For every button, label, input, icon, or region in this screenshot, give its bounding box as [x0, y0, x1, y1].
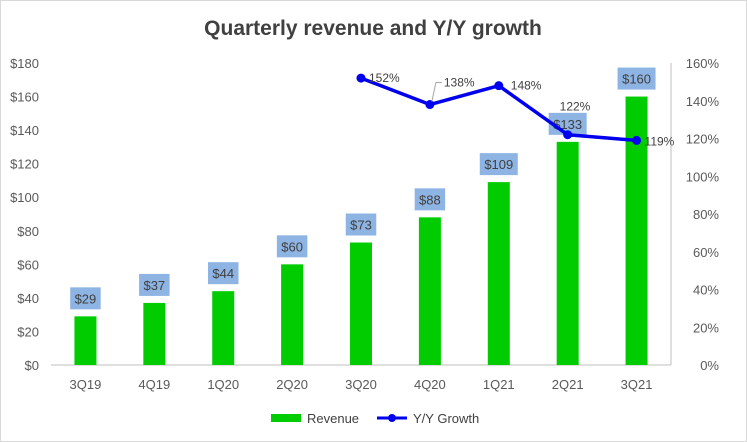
- y-left-tick-label: $80: [17, 224, 39, 239]
- y-left-tick-label: $120: [10, 157, 39, 172]
- revenue-data-label: $73: [350, 218, 372, 233]
- y-left-tick-label: $20: [17, 324, 39, 339]
- x-tick-label: 3Q20: [345, 377, 377, 392]
- growth-point: [563, 130, 573, 140]
- growth-point: [632, 135, 642, 145]
- y-left-tick-label: $40: [17, 291, 39, 306]
- x-tick-label: 1Q21: [483, 377, 515, 392]
- revenue-bar: [350, 242, 372, 365]
- y-right-tick-label: 40%: [693, 283, 719, 298]
- y-right-tick-label: 120%: [686, 132, 720, 147]
- legend-growth-marker: [388, 414, 396, 422]
- revenue-label-box: [617, 67, 656, 90]
- revenue-label-box: [345, 213, 377, 236]
- y-left-tick-label: $0: [25, 358, 39, 373]
- revenue-bar: [143, 302, 166, 365]
- revenue-data-label: $60: [281, 239, 303, 254]
- revenue-bars: $29$37$44$60$73$88$109$133$160: [70, 67, 656, 366]
- y-left-tick-label: $60: [17, 257, 39, 272]
- growth-data-label: 122%: [560, 100, 591, 114]
- x-tick-label: 4Q20: [414, 377, 446, 392]
- revenue-bar: [74, 316, 97, 365]
- revenue-label-box: [70, 287, 101, 310]
- growth-data-label: 138%: [444, 76, 475, 90]
- y-axis-right: 0% 20% 40% 60% 80% 100% 120% 140% 160%: [670, 56, 720, 373]
- legend: Revenue Y/Y Growth: [271, 411, 479, 426]
- revenue-bar: [418, 217, 441, 365]
- legend-revenue-label: Revenue: [307, 411, 359, 426]
- revenue-label-box: [479, 153, 518, 176]
- x-tick-label: 2Q20: [276, 377, 308, 392]
- revenue-bar: [556, 141, 579, 365]
- y-right-tick-label: 60%: [693, 245, 719, 260]
- x-tick-label: 3Q21: [621, 377, 653, 392]
- growth-line: 152% 138% 148% 122% 119%: [356, 71, 675, 148]
- y-right-tick-label: 20%: [693, 320, 719, 335]
- y-right-tick-label: 140%: [686, 94, 720, 109]
- revenue-data-label: $29: [75, 291, 97, 306]
- y-right-tick-label: 100%: [686, 169, 720, 184]
- y-axis-left: $0 $20 $40 $60 $80 $100 $120 $140 $160 $180: [10, 56, 39, 373]
- growth-point: [356, 73, 366, 83]
- growth-data-label: 148%: [511, 79, 542, 93]
- x-tick-label: 4Q19: [138, 377, 170, 392]
- growth-data-label: 119%: [645, 134, 675, 148]
- growth-point: [494, 81, 504, 91]
- y-left-tick-label: $100: [10, 190, 39, 205]
- growth-data-label: 152%: [369, 71, 400, 85]
- revenue-label-box: [139, 273, 170, 296]
- x-tick-label: 2Q21: [552, 377, 584, 392]
- revenue-data-label: $88: [419, 192, 441, 207]
- revenue-bar: [281, 264, 304, 365]
- revenue-data-label: $37: [143, 278, 165, 293]
- legend-revenue-swatch: [271, 414, 301, 422]
- x-tick-label: 1Q20: [207, 377, 239, 392]
- chart-title: Quarterly revenue and Y/Y growth: [204, 17, 542, 40]
- revenue-label-box: [207, 262, 239, 285]
- growth-label-leader: [431, 82, 437, 102]
- revenue-data-label: $109: [484, 157, 513, 172]
- revenue-bar: [625, 96, 648, 366]
- revenue-label-box: [414, 188, 446, 211]
- y-right-tick-label: 160%: [686, 56, 720, 71]
- revenue-bar: [212, 291, 235, 365]
- y-left-tick-label: $160: [10, 90, 39, 105]
- y-right-tick-label: 0%: [700, 358, 719, 373]
- revenue-data-label: $160: [622, 72, 651, 87]
- legend-growth-label: Y/Y Growth: [413, 411, 479, 426]
- revenue-label-box: [276, 235, 308, 258]
- y-right-tick-label: 80%: [693, 207, 719, 222]
- growth-point: [425, 100, 435, 110]
- y-left-tick-label: $140: [10, 123, 39, 138]
- y-left-tick-label: $180: [10, 56, 39, 71]
- revenue-data-label: $44: [212, 266, 234, 281]
- revenue-bar: [487, 182, 510, 365]
- x-tick-label: 3Q19: [70, 377, 102, 392]
- x-axis: 3Q19 4Q19 1Q20 2Q20 3Q20 4Q20 1Q21 2Q21 3Q21: [51, 364, 671, 392]
